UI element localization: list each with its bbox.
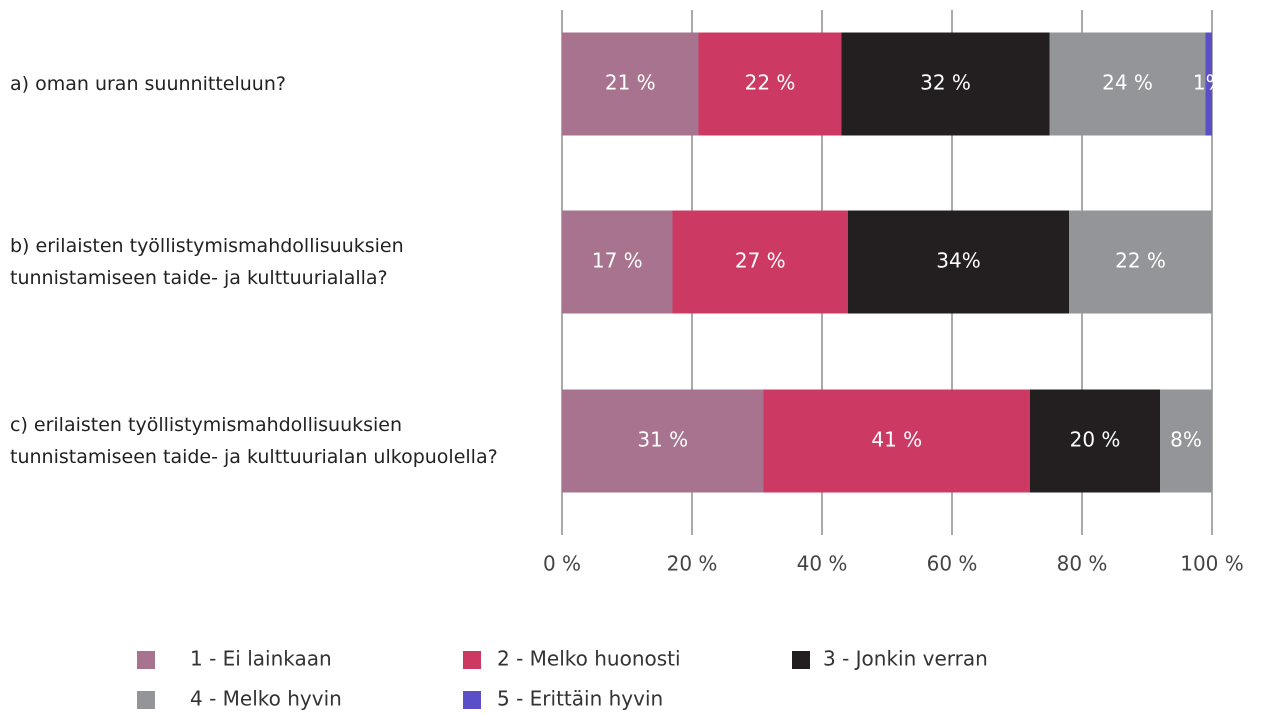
legend-label: 3 - Jonkin verran <box>823 647 988 671</box>
x-tick-label: 20 % <box>667 552 718 576</box>
legend-swatch <box>463 651 481 669</box>
value-label: 31 % <box>637 428 688 452</box>
x-tick-label: 40 % <box>797 552 848 576</box>
bar-segment <box>1205 32 1212 136</box>
value-label: 21 % <box>605 71 656 95</box>
legend-swatch <box>137 651 155 669</box>
bar-segment <box>763 389 1030 493</box>
bar-segment <box>562 389 764 493</box>
value-label: 8% <box>1170 428 1202 452</box>
legend-swatch <box>792 651 810 669</box>
value-label: 34% <box>936 249 980 273</box>
x-tick-label: 60 % <box>927 552 978 576</box>
legend-label: 2 - Melko huonosti <box>497 647 681 671</box>
legend-label: 1 - Ei lainkaan <box>190 647 332 671</box>
bar-segment <box>1049 32 1206 136</box>
value-label: 17 % <box>592 249 643 273</box>
bar-segment <box>698 32 842 136</box>
bar-segment <box>562 210 673 314</box>
bar-segment <box>1160 389 1212 493</box>
value-label: 32 % <box>920 71 971 95</box>
bar-segment <box>562 32 699 136</box>
bar-segment <box>1069 210 1212 314</box>
value-label: 20 % <box>1070 428 1121 452</box>
category-label: c) erilaisten työllistymismahdollisuuksi… <box>10 414 498 468</box>
x-tick-label: 80 % <box>1057 552 1108 576</box>
legend-label: 5 - Erittäin hyvin <box>497 687 663 711</box>
bar-segment <box>841 32 1050 136</box>
value-label: 27 % <box>735 249 786 273</box>
x-tick-label: 100 % <box>1180 552 1244 576</box>
value-label: 22 % <box>745 71 796 95</box>
legend-swatch <box>463 691 481 709</box>
value-label: 24 % <box>1102 71 1153 95</box>
value-label: 1% <box>1193 71 1225 95</box>
bar-segment <box>672 210 848 314</box>
bar-segment <box>848 210 1069 314</box>
value-label: 41 % <box>871 428 922 452</box>
category-label: b) erilaisten työllistymismahdollisuuksi… <box>10 235 404 289</box>
legend-label: 4 - Melko hyvin <box>190 687 342 711</box>
bar-segment <box>1030 389 1160 493</box>
legend-swatch <box>137 691 155 709</box>
category-label: a) oman uran suunnitteluun? <box>10 73 286 95</box>
x-tick-label: 0 % <box>543 552 581 576</box>
value-label: 22 % <box>1115 249 1166 273</box>
